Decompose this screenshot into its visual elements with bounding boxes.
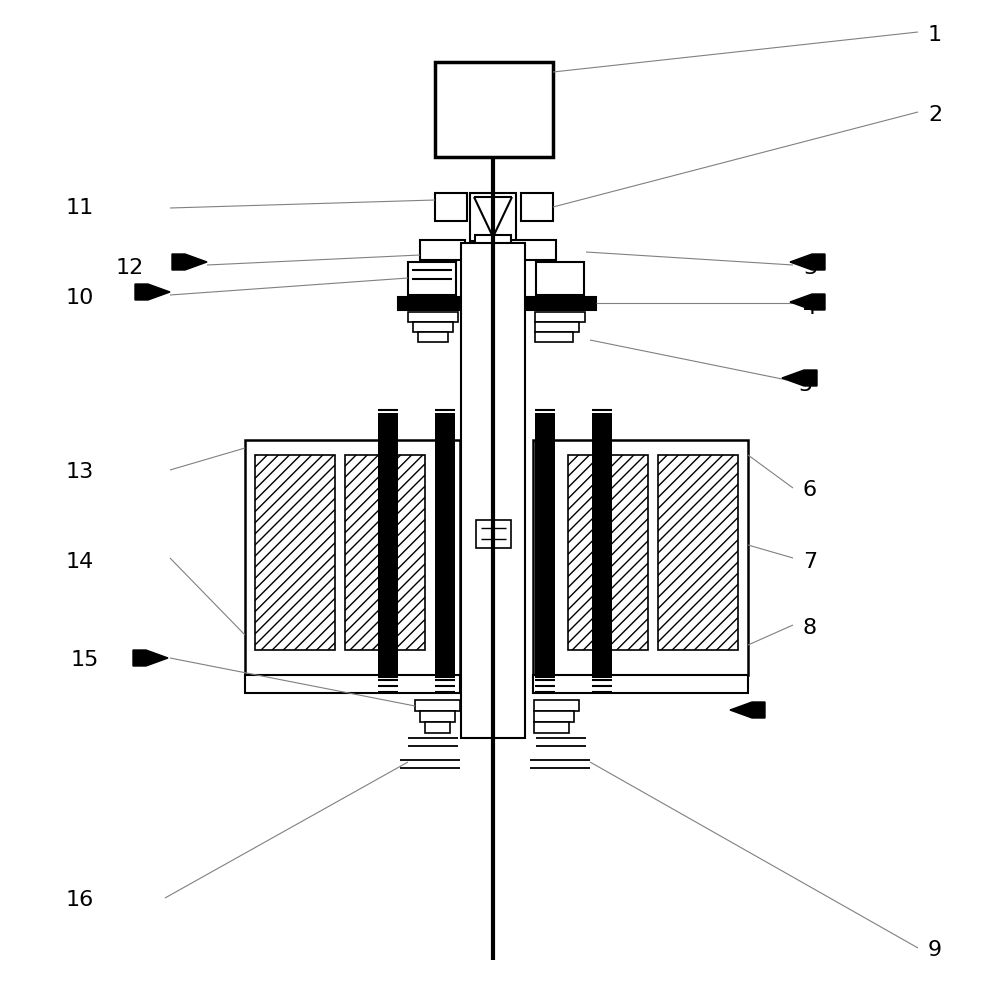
Bar (245, 675, 459, 693)
Text: 9: 9 (927, 940, 941, 960)
FancyArrow shape (133, 650, 168, 666)
Bar (534, 322, 579, 332)
Bar (245, 440, 459, 675)
FancyArrow shape (730, 702, 764, 718)
Bar (407, 312, 458, 322)
Bar (533, 700, 579, 711)
Bar (254, 455, 334, 650)
Bar (407, 262, 456, 295)
Bar (397, 297, 596, 310)
Bar (534, 312, 585, 322)
Bar (435, 193, 466, 221)
Bar (460, 243, 525, 738)
Bar (511, 240, 555, 260)
Bar (533, 722, 568, 733)
Bar (469, 193, 516, 241)
Text: 5: 5 (797, 375, 811, 395)
Text: 13: 13 (66, 462, 94, 482)
Bar (425, 722, 450, 733)
Bar (418, 332, 448, 342)
Text: 12: 12 (115, 258, 144, 278)
Text: 15: 15 (71, 650, 99, 670)
FancyArrow shape (789, 294, 824, 310)
Text: 7: 7 (803, 552, 816, 572)
Text: 8: 8 (803, 618, 816, 638)
Bar (532, 440, 747, 675)
Bar (475, 520, 511, 548)
Bar (567, 455, 648, 650)
Bar (435, 413, 455, 678)
Bar (535, 262, 584, 295)
FancyArrow shape (172, 254, 207, 270)
Bar (378, 413, 397, 678)
Text: 1: 1 (927, 25, 941, 45)
Bar (412, 322, 453, 332)
Bar (435, 62, 552, 157)
Bar (592, 413, 611, 678)
Bar (345, 455, 425, 650)
Bar (521, 193, 552, 221)
FancyArrow shape (789, 254, 824, 270)
Text: 6: 6 (803, 480, 816, 500)
Bar (414, 700, 459, 711)
Text: 4: 4 (803, 298, 816, 318)
Bar (474, 235, 511, 271)
Bar (532, 675, 747, 693)
Bar (658, 455, 738, 650)
FancyArrow shape (135, 284, 170, 300)
Bar (420, 711, 455, 722)
Text: 10: 10 (66, 288, 94, 308)
Bar (534, 413, 554, 678)
Text: 3: 3 (803, 258, 816, 278)
Text: 2: 2 (927, 105, 941, 125)
Text: 16: 16 (66, 890, 94, 910)
FancyArrow shape (781, 370, 816, 386)
Bar (533, 711, 574, 722)
Text: 11: 11 (66, 198, 94, 218)
Bar (420, 240, 464, 260)
Text: 14: 14 (66, 552, 94, 572)
Bar (534, 332, 573, 342)
